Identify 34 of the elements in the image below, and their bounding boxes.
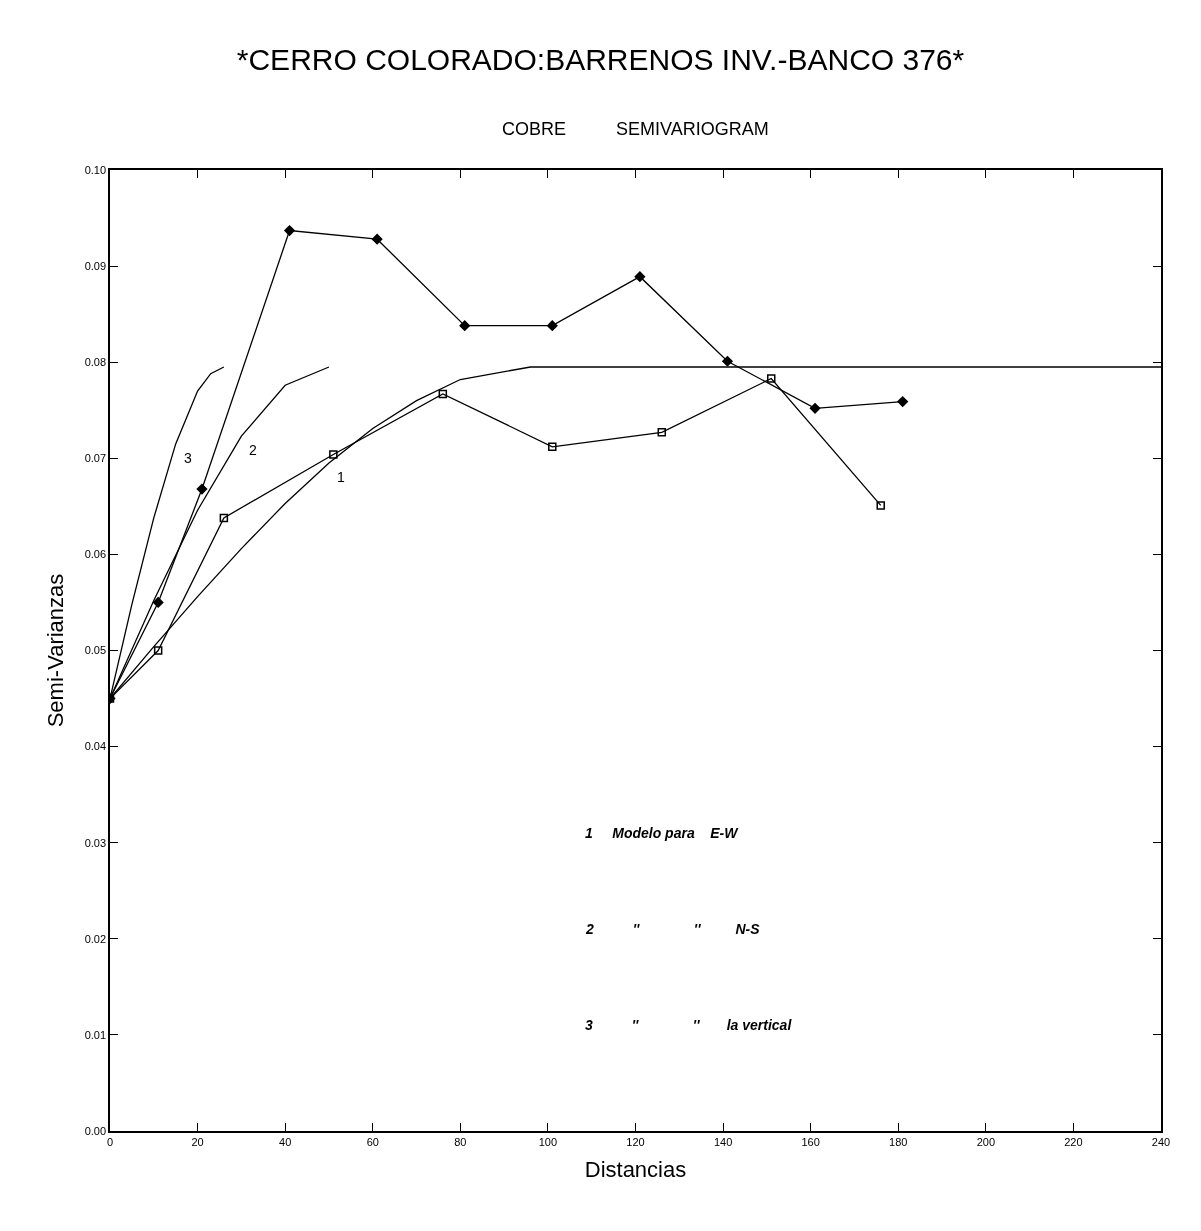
y-tick-label: 0.02 bbox=[84, 932, 107, 945]
y-tick-label: 0.00 bbox=[84, 1124, 107, 1137]
annotation: 1 Modelo para E-W bbox=[585, 825, 740, 841]
x-tick-label: 140 bbox=[713, 1135, 733, 1148]
x-tick-label: 0 bbox=[106, 1135, 114, 1148]
x-tick-label: 120 bbox=[626, 1135, 645, 1148]
y-axis-title: Semi-Varianzas bbox=[42, 573, 68, 728]
annotation: 1 bbox=[337, 469, 345, 485]
annotation: 2 '' '' N-S bbox=[585, 921, 761, 937]
y-tick-label: 0.01 bbox=[84, 1028, 107, 1041]
x-tick-label: 200 bbox=[976, 1135, 996, 1148]
x-tick-label: 100 bbox=[538, 1135, 558, 1148]
x-axis-title: Distancias bbox=[584, 1157, 687, 1183]
x-tick-label: 220 bbox=[1064, 1135, 1083, 1148]
annotation: 3 bbox=[184, 450, 192, 466]
x-tick-label: 180 bbox=[889, 1135, 908, 1148]
y-tick-label: 0.05 bbox=[84, 644, 107, 657]
chart-title: *CERRO COLORADO:BARRENOS INV.-BANCO 376* bbox=[236, 43, 965, 77]
y-tick-label: 0.10 bbox=[84, 163, 107, 176]
y-tick-label: 0.08 bbox=[84, 356, 107, 369]
annotation: 2 bbox=[249, 442, 257, 458]
y-tick-label: 0.09 bbox=[84, 259, 107, 272]
x-tick-label: 20 bbox=[191, 1135, 204, 1148]
x-tick-label: 40 bbox=[279, 1135, 292, 1148]
annotation: 3 '' '' la vertical bbox=[585, 1017, 793, 1033]
y-tick-label: 0.07 bbox=[84, 452, 107, 465]
y-tick-label: 0.04 bbox=[84, 740, 107, 753]
x-tick-label: 240 bbox=[1151, 1135, 1171, 1148]
chart-subtitle: COBRE SEMIVARIOGRAM bbox=[502, 119, 769, 139]
y-tick-label: 0.03 bbox=[84, 836, 107, 849]
x-tick-label: 60 bbox=[366, 1135, 379, 1148]
x-tick-label: 80 bbox=[454, 1135, 467, 1148]
y-tick-label: 0.06 bbox=[84, 548, 107, 561]
x-tick-label: 160 bbox=[801, 1135, 820, 1148]
